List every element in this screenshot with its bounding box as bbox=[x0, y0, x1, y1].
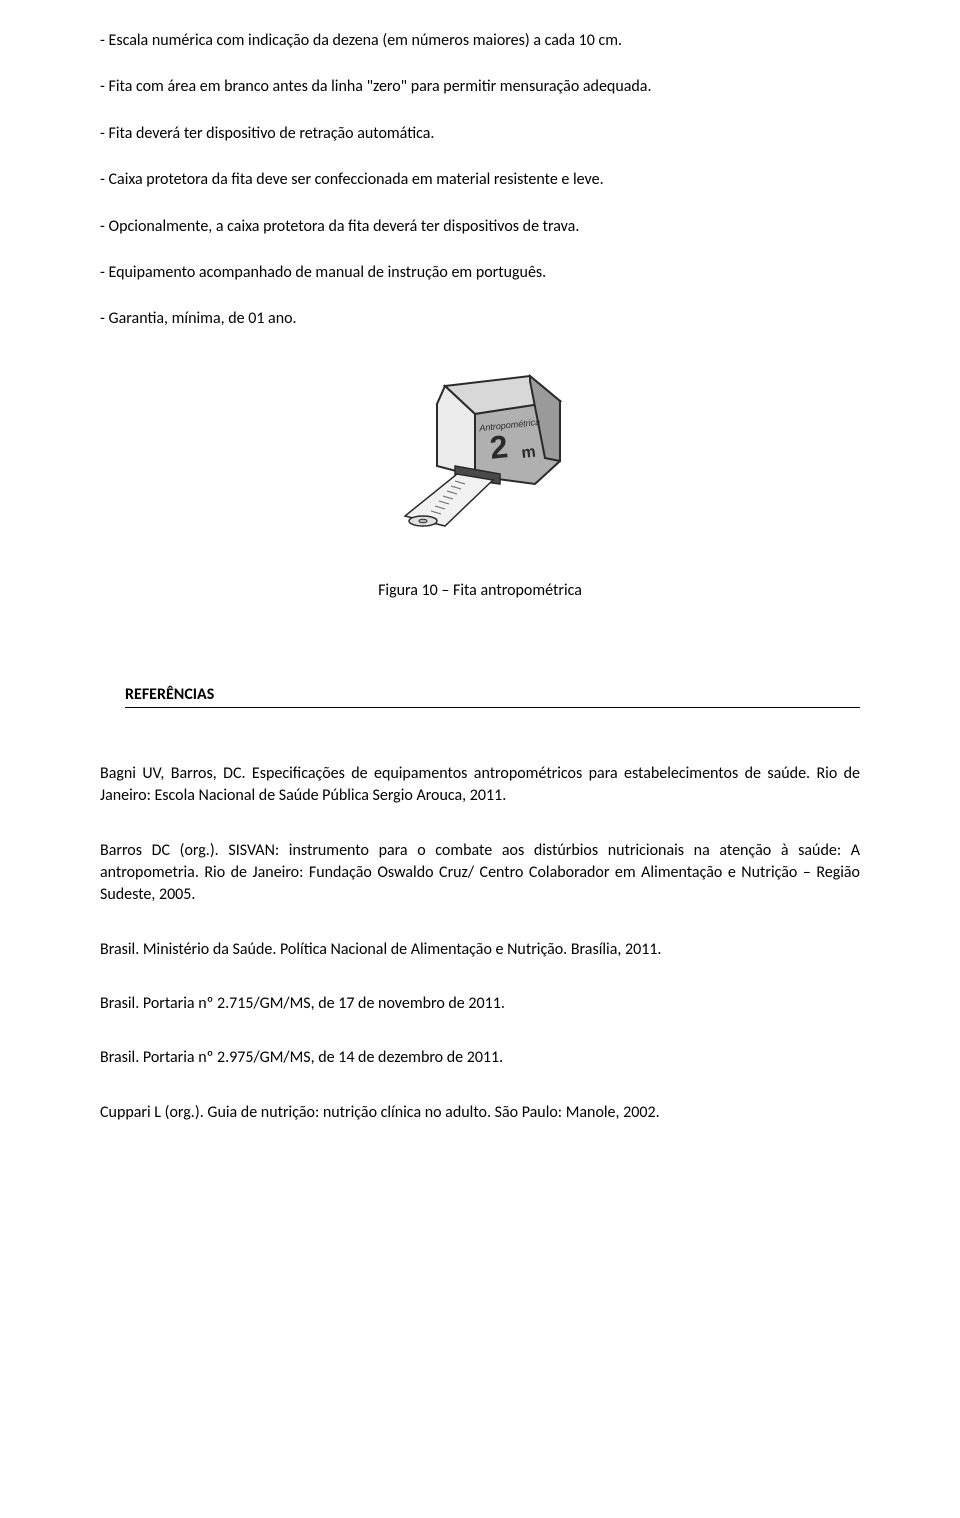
references-list: Bagni UV, Barros, DC. Especificações de … bbox=[100, 763, 860, 1125]
bullet-item: - Escala numérica com indicação da dezen… bbox=[100, 30, 860, 52]
figure-container: Antropométrica 2 m Figura 10 – Fita antr… bbox=[100, 366, 860, 660]
bullet-item: - Fita com área em branco antes da linha… bbox=[100, 76, 860, 98]
references-heading: REFERÊNCIAS bbox=[125, 685, 860, 708]
bullet-item: - Garantia, mínima, de 01 ano. bbox=[100, 308, 860, 330]
reference-item: Cuppari L (org.). Guia de nutrição: nutr… bbox=[100, 1102, 860, 1124]
tape-label-unit: m bbox=[521, 443, 537, 461]
bullet-item: - Caixa protetora da fita deve ser confe… bbox=[100, 169, 860, 191]
bullet-item: - Opcionalmente, a caixa protetora da fi… bbox=[100, 216, 860, 238]
bullet-item: - Equipamento acompanhado de manual de i… bbox=[100, 262, 860, 284]
reference-item: Barros DC (org.). SISVAN: instrumento pa… bbox=[100, 840, 860, 907]
tape-label-number: 2 bbox=[488, 428, 509, 466]
figure-caption: Figura 10 – Fita antropométrica bbox=[378, 581, 582, 600]
reference-item: Brasil. Ministério da Saúde. Política Na… bbox=[100, 939, 860, 961]
bullet-item: - Fita deverá ter dispositivo de retraçã… bbox=[100, 123, 860, 145]
tape-measure-illustration: Antropométrica 2 m bbox=[385, 366, 575, 541]
bullet-list: - Escala numérica com indicação da dezen… bbox=[100, 30, 860, 331]
reference-item: Brasil. Portaria nº 2.975/GM/MS, de 14 d… bbox=[100, 1047, 860, 1069]
reference-item: Brasil. Portaria nº 2.715/GM/MS, de 17 d… bbox=[100, 993, 860, 1015]
reference-item: Bagni UV, Barros, DC. Especificações de … bbox=[100, 763, 860, 808]
